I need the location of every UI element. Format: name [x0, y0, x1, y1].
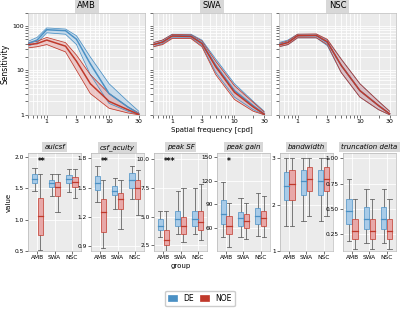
Legend: DE, NOE: DE, NOE	[165, 291, 235, 306]
Bar	[164, 230, 169, 245]
Bar	[112, 186, 118, 195]
X-axis label: group: group	[170, 263, 191, 269]
Bar	[198, 211, 204, 230]
Bar	[220, 200, 226, 224]
Title: bandwidth: bandwidth	[288, 144, 325, 150]
Title: truncation delta: truncation delta	[341, 144, 398, 150]
Bar	[95, 176, 100, 190]
Title: NSC: NSC	[329, 1, 346, 10]
Bar	[38, 198, 43, 235]
Bar	[318, 170, 324, 195]
Text: *: *	[227, 157, 231, 166]
Bar	[135, 180, 140, 199]
Bar	[129, 173, 135, 187]
Bar	[49, 180, 54, 187]
Title: AMB: AMB	[77, 1, 96, 10]
Bar	[181, 217, 186, 234]
Bar	[66, 176, 72, 183]
Text: ***: ***	[164, 157, 176, 166]
Bar	[364, 207, 369, 229]
Bar	[324, 167, 329, 191]
Bar	[370, 219, 375, 239]
Bar	[261, 211, 266, 226]
Bar	[192, 211, 198, 226]
Bar	[238, 212, 243, 226]
Bar	[284, 172, 289, 200]
Title: peak SF: peak SF	[167, 144, 194, 150]
Bar	[100, 199, 106, 232]
Bar	[255, 208, 260, 224]
Text: **: **	[101, 157, 109, 166]
Bar	[32, 174, 37, 183]
Bar	[387, 219, 392, 239]
Bar	[381, 207, 386, 229]
Bar	[118, 192, 123, 209]
Bar	[289, 170, 295, 200]
Bar	[175, 211, 180, 226]
Text: **: **	[38, 157, 46, 166]
Bar	[306, 167, 312, 191]
Y-axis label: value: value	[6, 193, 12, 212]
X-axis label: Spatial frequency [cpd]: Spatial frequency [cpd]	[171, 127, 253, 133]
Bar	[346, 199, 352, 224]
Bar	[226, 216, 232, 234]
Title: aulcsf: aulcsf	[44, 144, 65, 150]
Title: csf_acuity: csf_acuity	[100, 144, 135, 151]
Bar	[55, 182, 60, 196]
Bar	[158, 219, 163, 230]
Y-axis label: Sensitivity: Sensitivity	[0, 44, 10, 84]
Bar	[72, 177, 78, 187]
Title: peak gain: peak gain	[226, 144, 261, 150]
Bar	[244, 214, 249, 228]
Title: SWA: SWA	[203, 1, 221, 10]
Bar	[352, 219, 358, 239]
Bar	[301, 170, 306, 195]
